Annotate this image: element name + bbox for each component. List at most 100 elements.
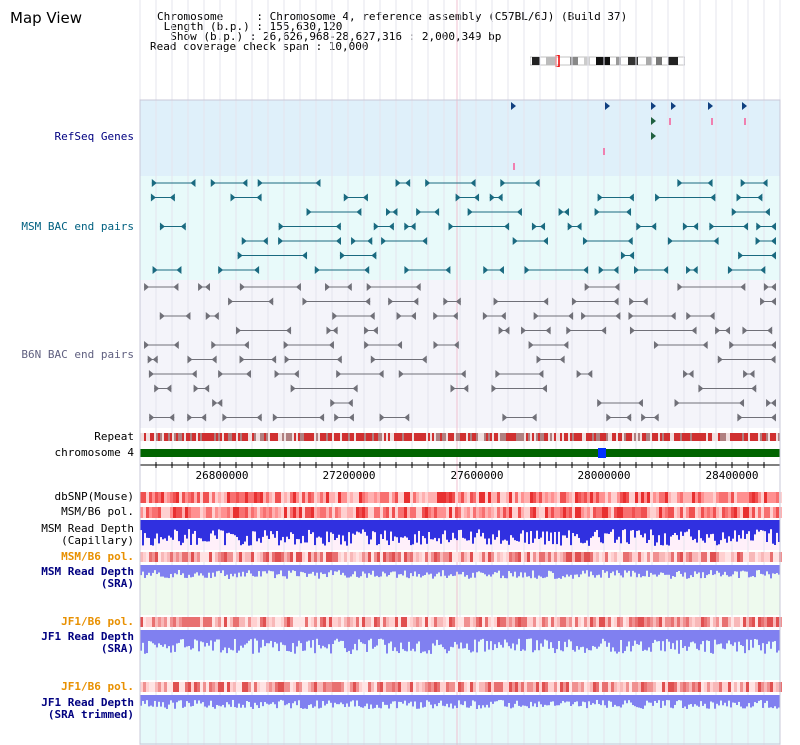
depth-bar xyxy=(204,520,206,542)
heat-cell xyxy=(404,492,407,503)
depth-bar xyxy=(608,630,610,643)
depth-bar xyxy=(368,695,370,709)
repeat-segment xyxy=(586,433,588,441)
heat-cell xyxy=(143,682,146,692)
depth-bar xyxy=(164,565,166,578)
heat-cell xyxy=(203,682,206,692)
heat-cell xyxy=(542,492,545,503)
depth-bar xyxy=(396,695,398,709)
depth-bar xyxy=(194,695,196,701)
heat-cell xyxy=(389,552,392,562)
depth-bar xyxy=(618,520,620,537)
heat-cell xyxy=(518,507,521,518)
heat-cell xyxy=(284,492,287,503)
depth-bar xyxy=(556,520,558,545)
b6n-bac-pair-end xyxy=(771,283,776,291)
heat-cell xyxy=(146,507,149,518)
repeat-segment xyxy=(160,433,162,441)
heat-cell xyxy=(257,507,260,518)
heat-cell xyxy=(605,617,608,627)
b6n-bac-pair-end xyxy=(641,413,647,422)
heat-cell xyxy=(569,492,572,503)
b6n-bac-pair-end xyxy=(538,370,544,378)
heat-cell xyxy=(206,552,209,562)
depth-bar xyxy=(516,520,518,541)
heat-cell xyxy=(473,682,476,692)
depth-bar xyxy=(376,630,378,646)
depth-bar xyxy=(774,520,776,546)
depth-bar xyxy=(764,630,766,654)
depth-bar xyxy=(186,565,188,578)
repeat-segment xyxy=(554,433,556,441)
b6n-bac-pair-end xyxy=(396,312,402,320)
heat-cell xyxy=(359,492,362,503)
heat-cell xyxy=(659,492,662,503)
depth-bar xyxy=(530,695,532,702)
heat-cell xyxy=(398,552,401,562)
repeat-segment xyxy=(670,433,672,441)
heat-cell xyxy=(236,682,239,692)
depth-bar xyxy=(576,695,578,702)
b6n-bac-pair-end xyxy=(144,341,150,349)
heat-cell xyxy=(653,617,656,627)
depth-bar xyxy=(434,565,436,577)
heat-cell xyxy=(734,617,737,627)
depth-bar xyxy=(448,695,450,708)
heat-cell xyxy=(452,552,455,562)
depth-bar xyxy=(364,695,366,707)
heat-cell xyxy=(692,507,695,518)
repeat-segment xyxy=(706,433,708,441)
heat-cell xyxy=(644,617,647,627)
b6n-bac-pair-end xyxy=(677,283,683,291)
heat-cell xyxy=(260,682,263,692)
depth-bar xyxy=(338,630,340,642)
heat-cell xyxy=(350,507,353,518)
depth-bar xyxy=(500,630,502,645)
depth-bar xyxy=(462,630,464,649)
depth-bar xyxy=(270,695,272,704)
depth-bar xyxy=(514,695,516,704)
depth-bar xyxy=(152,565,154,573)
depth-bar xyxy=(640,695,642,709)
b6n-bac-pair-end xyxy=(290,384,296,393)
depth-bar xyxy=(638,565,640,574)
depth-bar xyxy=(424,520,426,539)
repeat-segment xyxy=(736,433,738,441)
depth-bar xyxy=(758,520,760,532)
heat-cell xyxy=(236,617,239,627)
depth-bar xyxy=(558,695,560,706)
b6n-bac-pair-end xyxy=(166,384,172,393)
b6n-bac-pair-end xyxy=(709,312,715,320)
heat-cell xyxy=(656,682,659,692)
heat-cell xyxy=(257,492,260,503)
depth-bar xyxy=(324,520,326,546)
depth-bar xyxy=(520,520,522,534)
depth-bar xyxy=(264,520,266,531)
heat-cell xyxy=(485,682,488,692)
heat-cell xyxy=(170,552,173,562)
heat-cell xyxy=(275,492,278,503)
heat-cell xyxy=(515,617,518,627)
depth-bar xyxy=(168,695,170,705)
heat-cell xyxy=(158,492,161,503)
depth-bar xyxy=(392,695,394,702)
depth-bar xyxy=(300,520,302,544)
depth-bar xyxy=(352,695,354,701)
heat-cell xyxy=(494,507,497,518)
depth-bar xyxy=(656,565,658,577)
depth-bar xyxy=(602,695,604,701)
depth-bar xyxy=(418,520,420,531)
heat-cell xyxy=(197,492,200,503)
depth-bar xyxy=(662,630,664,642)
heat-cell xyxy=(755,617,758,627)
depth-bar xyxy=(686,695,688,709)
depth-bar xyxy=(706,520,708,535)
heat-cell xyxy=(452,507,455,518)
heat-cell xyxy=(761,682,764,692)
heat-cell xyxy=(215,682,218,692)
depth-bar xyxy=(380,565,382,577)
heat-cell xyxy=(686,552,689,562)
msm-bac-pair-end xyxy=(434,208,440,216)
depth-bar xyxy=(640,630,642,642)
depth-bar xyxy=(464,520,466,539)
